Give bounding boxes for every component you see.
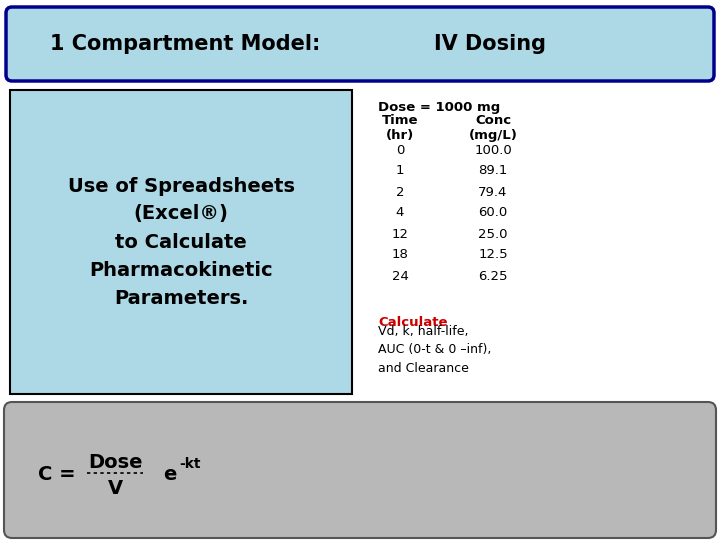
Text: Dose: Dose	[88, 453, 143, 471]
Text: 2: 2	[396, 186, 404, 199]
Text: Calculate: Calculate	[378, 315, 448, 328]
Text: C =: C =	[38, 465, 82, 484]
Text: Dose = 1000 mg: Dose = 1000 mg	[378, 102, 500, 114]
Text: 89.1: 89.1	[478, 165, 508, 178]
Text: 0: 0	[396, 144, 404, 157]
Text: 4: 4	[396, 206, 404, 219]
Text: Use of Spreadsheets
(Excel®)
to Calculate
Pharmacokinetic
Parameters.: Use of Spreadsheets (Excel®) to Calculat…	[68, 177, 294, 307]
Text: 24: 24	[392, 269, 408, 282]
Text: 100.0: 100.0	[474, 144, 512, 157]
Text: 12: 12	[392, 227, 408, 240]
Text: 25.0: 25.0	[478, 227, 508, 240]
Text: -kt: -kt	[179, 457, 200, 471]
Text: V: V	[107, 478, 122, 497]
Text: IV Dosing: IV Dosing	[434, 34, 546, 54]
Text: Vd, k, half-life,
AUC (0-t & 0 –inf),
and Clearance: Vd, k, half-life, AUC (0-t & 0 –inf), an…	[378, 326, 491, 375]
Text: Time
(hr): Time (hr)	[382, 114, 418, 142]
Text: 12.5: 12.5	[478, 248, 508, 261]
Text: 18: 18	[392, 248, 408, 261]
Text: 60.0: 60.0	[478, 206, 508, 219]
FancyBboxPatch shape	[6, 7, 714, 81]
FancyBboxPatch shape	[10, 90, 352, 394]
Text: e: e	[163, 465, 176, 484]
Text: Conc
(mg/L): Conc (mg/L)	[469, 114, 518, 142]
FancyBboxPatch shape	[4, 402, 716, 538]
Text: 79.4: 79.4	[478, 186, 508, 199]
Text: 6.25: 6.25	[478, 269, 508, 282]
Text: 1: 1	[396, 165, 404, 178]
Text: 1 Compartment Model:: 1 Compartment Model:	[50, 34, 320, 54]
